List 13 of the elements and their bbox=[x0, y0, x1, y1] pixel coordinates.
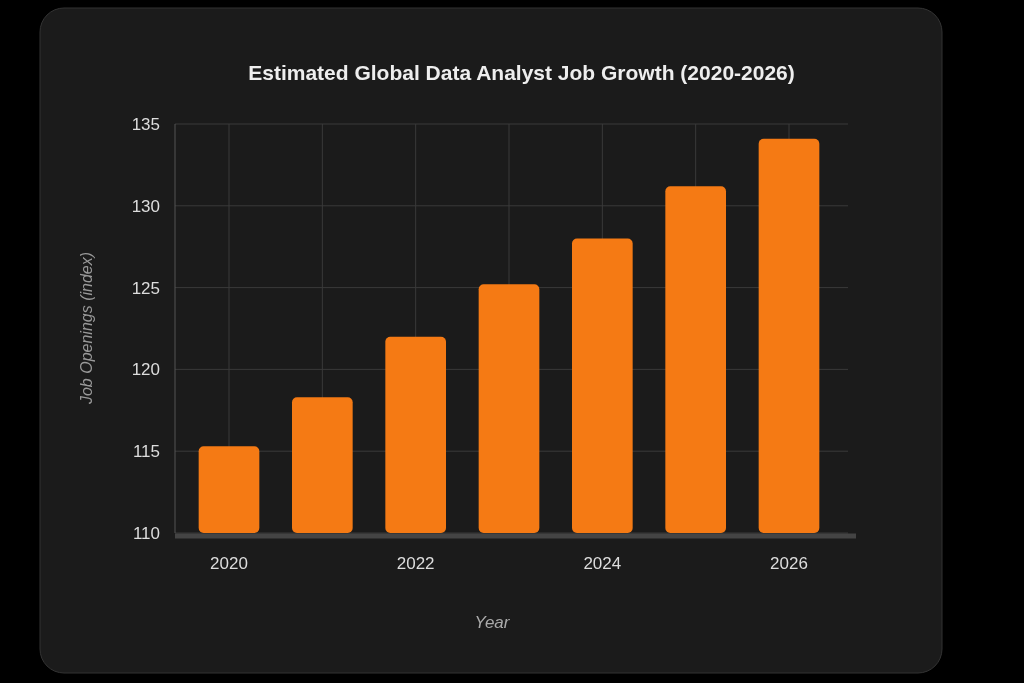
y-tick-label: 135 bbox=[131, 114, 160, 134]
x-tick-label: 2024 bbox=[583, 554, 622, 573]
x-tick-label: 2026 bbox=[770, 554, 808, 573]
y-tick-label: 125 bbox=[131, 278, 160, 298]
y-tick-label: 120 bbox=[131, 360, 160, 380]
x-axis-title: Year bbox=[474, 613, 511, 632]
y-tick-label: 115 bbox=[132, 442, 160, 462]
x-tick-label: 2022 bbox=[396, 554, 435, 573]
chart-title: Estimated Global Data Analyst Job Growth (2020-2026) bbox=[248, 61, 795, 84]
y-tick-label: 110 bbox=[132, 523, 160, 543]
y-tick-label: 130 bbox=[131, 196, 160, 216]
x-tick-label: 2020 bbox=[210, 554, 248, 573]
y-axis-title: Job Openings (index) bbox=[78, 251, 95, 406]
